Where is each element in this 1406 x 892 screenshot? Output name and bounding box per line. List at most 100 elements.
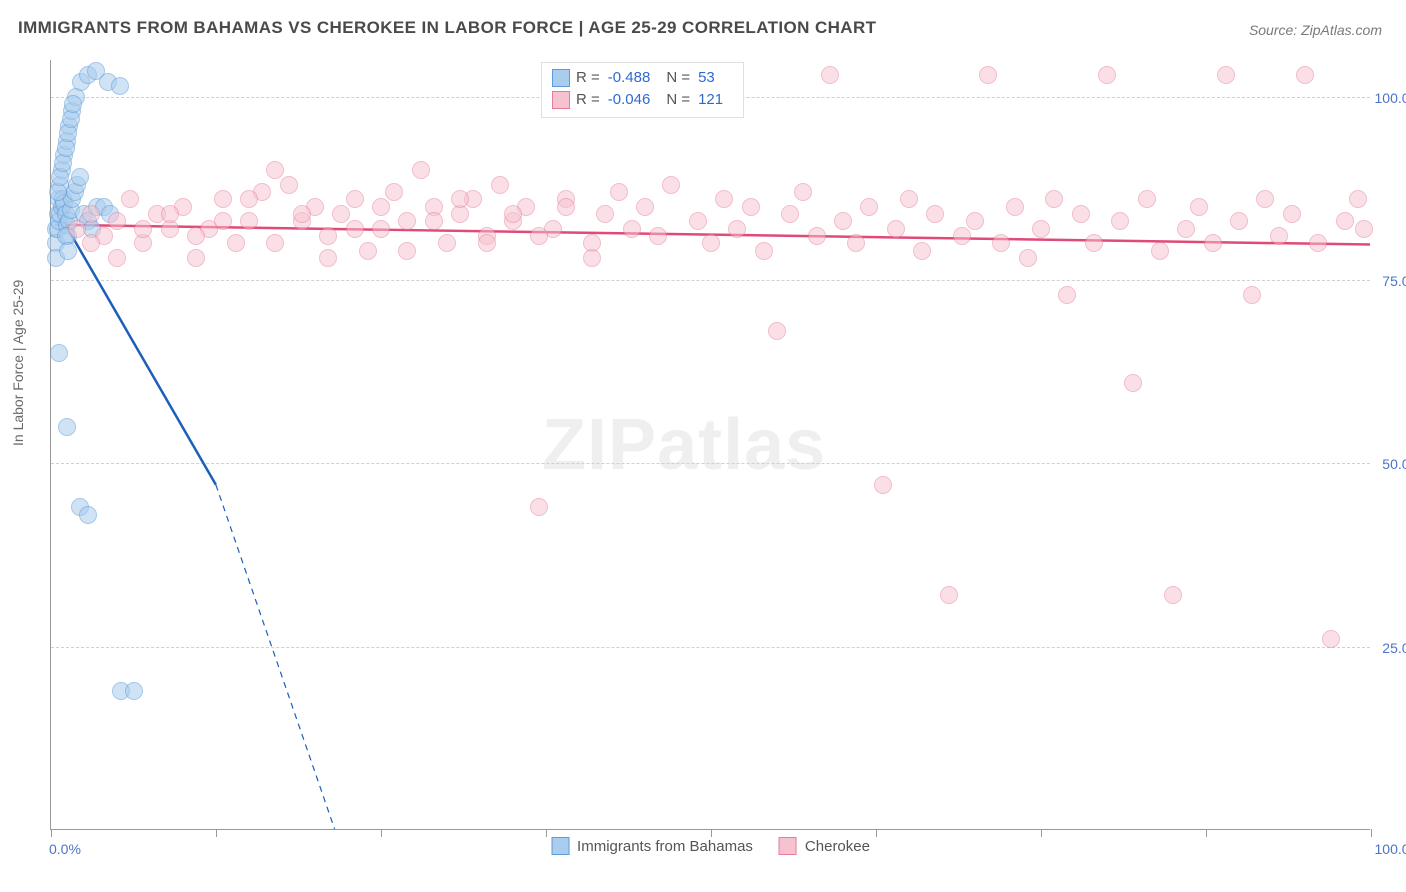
data-point	[913, 242, 931, 260]
x-tick	[381, 829, 382, 837]
data-point	[82, 234, 100, 252]
y-axis-title: In Labor Force | Age 25-29	[10, 280, 26, 446]
data-point	[240, 190, 258, 208]
legend-swatch	[779, 837, 797, 855]
data-point	[58, 418, 76, 436]
data-point	[293, 205, 311, 223]
data-point	[1151, 242, 1169, 260]
data-point	[860, 198, 878, 216]
y-tick-label: 100.0%	[1375, 90, 1406, 106]
data-point	[874, 476, 892, 494]
data-point	[979, 66, 997, 84]
legend-swatch	[552, 69, 570, 87]
data-point	[1270, 227, 1288, 245]
data-point	[1058, 286, 1076, 304]
data-point	[781, 205, 799, 223]
n-value: 121	[698, 89, 723, 111]
data-point	[1355, 220, 1373, 238]
data-point	[1217, 66, 1235, 84]
n-label: N =	[666, 89, 690, 111]
x-tick	[51, 829, 52, 837]
x-axis-max-label: 100.0%	[1375, 841, 1406, 857]
data-point	[1243, 286, 1261, 304]
data-point	[125, 682, 143, 700]
watermark: ZIPatlas	[542, 404, 826, 486]
data-point	[596, 205, 614, 223]
data-point	[900, 190, 918, 208]
data-point	[966, 212, 984, 230]
data-point	[398, 212, 416, 230]
data-point	[1190, 198, 1208, 216]
y-tick-label: 75.0%	[1382, 273, 1406, 289]
data-point	[953, 227, 971, 245]
gridline: 50.0%	[51, 463, 1370, 464]
r-value: -0.488	[608, 67, 651, 89]
chart-title: IMMIGRANTS FROM BAHAMAS VS CHEROKEE IN L…	[18, 18, 876, 38]
data-point	[1045, 190, 1063, 208]
x-tick	[711, 829, 712, 837]
data-point	[715, 190, 733, 208]
data-point	[1230, 212, 1248, 230]
y-tick-label: 25.0%	[1382, 640, 1406, 656]
legend-swatch	[552, 91, 570, 109]
trend-lines	[51, 60, 1370, 829]
data-point	[319, 249, 337, 267]
n-value: 53	[698, 67, 715, 89]
data-point	[583, 249, 601, 267]
data-point	[187, 227, 205, 245]
legend-item: Cherokee	[779, 837, 870, 855]
x-axis-min-label: 0.0%	[49, 841, 81, 857]
data-point	[50, 344, 68, 362]
data-point	[530, 498, 548, 516]
data-point	[372, 198, 390, 216]
data-point	[623, 220, 641, 238]
x-tick	[546, 829, 547, 837]
data-point	[689, 212, 707, 230]
data-point	[1111, 212, 1129, 230]
data-point	[834, 212, 852, 230]
data-point	[79, 506, 97, 524]
x-tick	[1371, 829, 1372, 837]
data-point	[59, 242, 77, 260]
data-point	[1256, 190, 1274, 208]
data-point	[425, 212, 443, 230]
data-point	[214, 190, 232, 208]
data-point	[1138, 190, 1156, 208]
data-point	[755, 242, 773, 260]
data-point	[64, 95, 82, 113]
data-point	[372, 220, 390, 238]
data-point	[1204, 234, 1222, 252]
data-point	[412, 161, 430, 179]
correlation-legend: R =-0.488N =53R =-0.046N =121	[541, 62, 744, 118]
data-point	[702, 234, 720, 252]
data-point	[134, 220, 152, 238]
data-point	[108, 212, 126, 230]
source-label: Source: ZipAtlas.com	[1249, 22, 1382, 38]
data-point	[121, 190, 139, 208]
n-label: N =	[666, 67, 690, 89]
gridline: 75.0%	[51, 280, 1370, 281]
data-point	[992, 234, 1010, 252]
data-point	[438, 234, 456, 252]
data-point	[662, 176, 680, 194]
data-point	[359, 242, 377, 260]
data-point	[385, 183, 403, 201]
data-point	[491, 176, 509, 194]
data-point	[1124, 374, 1142, 392]
data-point	[1019, 249, 1037, 267]
data-point	[768, 322, 786, 340]
data-point	[887, 220, 905, 238]
data-point	[266, 234, 284, 252]
data-point	[1006, 198, 1024, 216]
data-point	[1283, 205, 1301, 223]
data-point	[346, 190, 364, 208]
data-point	[636, 198, 654, 216]
data-point	[71, 168, 89, 186]
data-point	[1164, 586, 1182, 604]
data-point	[728, 220, 746, 238]
data-point	[214, 212, 232, 230]
correlation-legend-row: R =-0.488N =53	[552, 67, 733, 89]
data-point	[557, 198, 575, 216]
x-tick	[1206, 829, 1207, 837]
data-point	[240, 212, 258, 230]
